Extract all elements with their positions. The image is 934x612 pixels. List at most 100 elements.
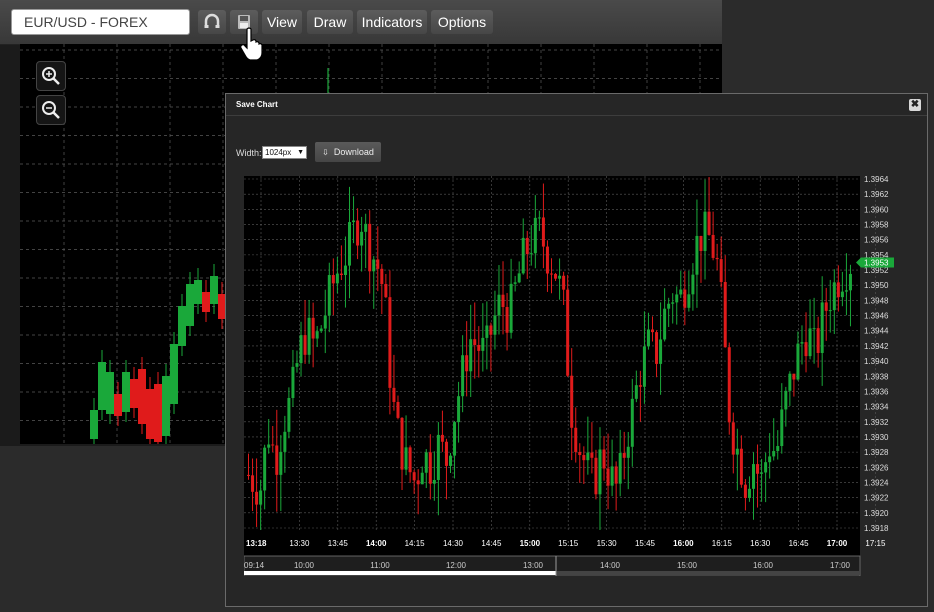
x-tick-label: 14:00 — [366, 539, 387, 548]
width-select[interactable]: 1024px ▼ — [262, 146, 307, 159]
candle-body — [481, 337, 485, 351]
candle-body — [335, 273, 339, 284]
zoom-out-icon — [42, 101, 60, 119]
navigator-tick-label: 14:00 — [600, 561, 621, 570]
candle-body — [501, 294, 505, 308]
navigator-tick-label: 17:00 — [830, 561, 851, 570]
download-button[interactable]: ⇩ Download — [315, 142, 381, 162]
y-tick-label: 1.3946 — [864, 312, 889, 321]
candle-body — [517, 273, 521, 283]
draw-menu-button[interactable]: Draw — [307, 10, 353, 34]
candle-body — [412, 472, 416, 481]
view-menu-button[interactable]: View — [262, 10, 302, 34]
candle-body — [485, 325, 489, 338]
candle-body — [368, 223, 372, 272]
y-tick-label: 1.3956 — [864, 236, 889, 245]
candle-body — [630, 398, 634, 447]
candle-body — [820, 302, 824, 353]
candle-body — [764, 462, 768, 473]
candle-body — [707, 211, 711, 235]
bg-candle-body — [178, 306, 186, 346]
candle-body — [840, 291, 844, 298]
dropdown-arrow-icon: ▼ — [297, 149, 304, 156]
bg-candle-body — [210, 276, 218, 304]
candle-body — [453, 422, 457, 456]
candle-body — [667, 303, 671, 309]
bg-candle-body — [186, 284, 194, 326]
candle-body — [541, 217, 545, 247]
candle-body — [420, 472, 424, 485]
candle-body — [663, 308, 667, 340]
options-menu-button[interactable]: Options — [431, 10, 493, 34]
bg-candle-body — [170, 344, 178, 404]
dialog-title: Save Chart — [236, 100, 278, 109]
dialog-titlebar: Save Chart ✖ — [226, 94, 927, 116]
download-icon: ⇩ — [322, 148, 329, 157]
y-tick-label: 1.3926 — [864, 463, 889, 472]
candle-body — [586, 452, 590, 461]
candle-body — [283, 431, 287, 452]
candle-body — [816, 328, 820, 353]
candles — [247, 177, 852, 535]
bg-candle-body — [90, 410, 98, 439]
candle-body — [388, 297, 392, 388]
chart-toolbar: EUR/USD - FOREX View Draw Indicators Opt… — [0, 0, 722, 45]
candle-body — [525, 237, 529, 255]
bg-candle-body — [218, 294, 226, 319]
hand-cursor-icon — [240, 27, 263, 61]
x-tick-label: 15:30 — [597, 539, 618, 548]
candle-body — [279, 451, 283, 475]
candle-body — [768, 456, 772, 463]
bg-candle-body — [122, 372, 130, 412]
candle-body — [626, 446, 630, 458]
candle-body — [384, 284, 388, 298]
candle-body — [287, 397, 291, 432]
save-icon[interactable] — [230, 10, 258, 34]
candle-body — [578, 451, 582, 456]
last-price-label: 1.3953 — [864, 258, 889, 267]
symbol-input[interactable]: EUR/USD - FOREX — [11, 9, 190, 35]
candle-body — [614, 466, 618, 484]
x-tick-label: 14:45 — [481, 539, 502, 548]
candle-body — [828, 310, 832, 312]
candle-body — [703, 211, 707, 251]
candle-body — [457, 396, 461, 423]
candle-body — [760, 472, 764, 474]
zoom-out-button[interactable] — [36, 95, 66, 125]
y-tick-label: 1.3950 — [864, 281, 889, 290]
candle-body — [574, 427, 578, 452]
save-chart-dialog: Save Chart ✖ Width: 1024px ▼ ⇩ Download 1… — [225, 93, 928, 607]
candle-body — [360, 231, 364, 246]
candle-body — [343, 265, 347, 276]
candle-body — [606, 468, 610, 486]
floppy-glyph — [238, 15, 250, 29]
candle-body — [291, 366, 295, 398]
magnet-icon[interactable] — [198, 10, 226, 34]
candle-body — [590, 452, 594, 458]
candle-body — [594, 457, 598, 495]
bg-candle-body — [106, 372, 114, 414]
candle-body — [263, 447, 267, 491]
download-label: Download — [333, 147, 374, 157]
candle-body — [651, 329, 654, 333]
candle-body — [558, 275, 562, 279]
candle-body — [808, 328, 812, 357]
candle-body — [513, 282, 517, 284]
navigator-tick-label: 12:00 — [446, 561, 467, 570]
x-axis-band — [244, 530, 860, 554]
close-icon[interactable]: ✖ — [909, 99, 921, 111]
navigator-scrollbar-right — [556, 571, 860, 575]
y-tick-label: 1.3938 — [864, 372, 889, 381]
candle-body — [796, 343, 800, 380]
candle-body — [554, 273, 558, 279]
zoom-in-button[interactable] — [36, 61, 66, 91]
candle-body — [380, 268, 384, 285]
candle-body — [715, 257, 719, 260]
candle-body — [311, 317, 315, 339]
y-tick-label: 1.3922 — [864, 494, 889, 503]
indicators-menu-button[interactable]: Indicators — [357, 10, 427, 34]
candle-body — [424, 452, 428, 473]
x-tick-label: 14:15 — [405, 539, 426, 548]
candle-body — [477, 344, 481, 351]
candle-body — [788, 373, 792, 391]
